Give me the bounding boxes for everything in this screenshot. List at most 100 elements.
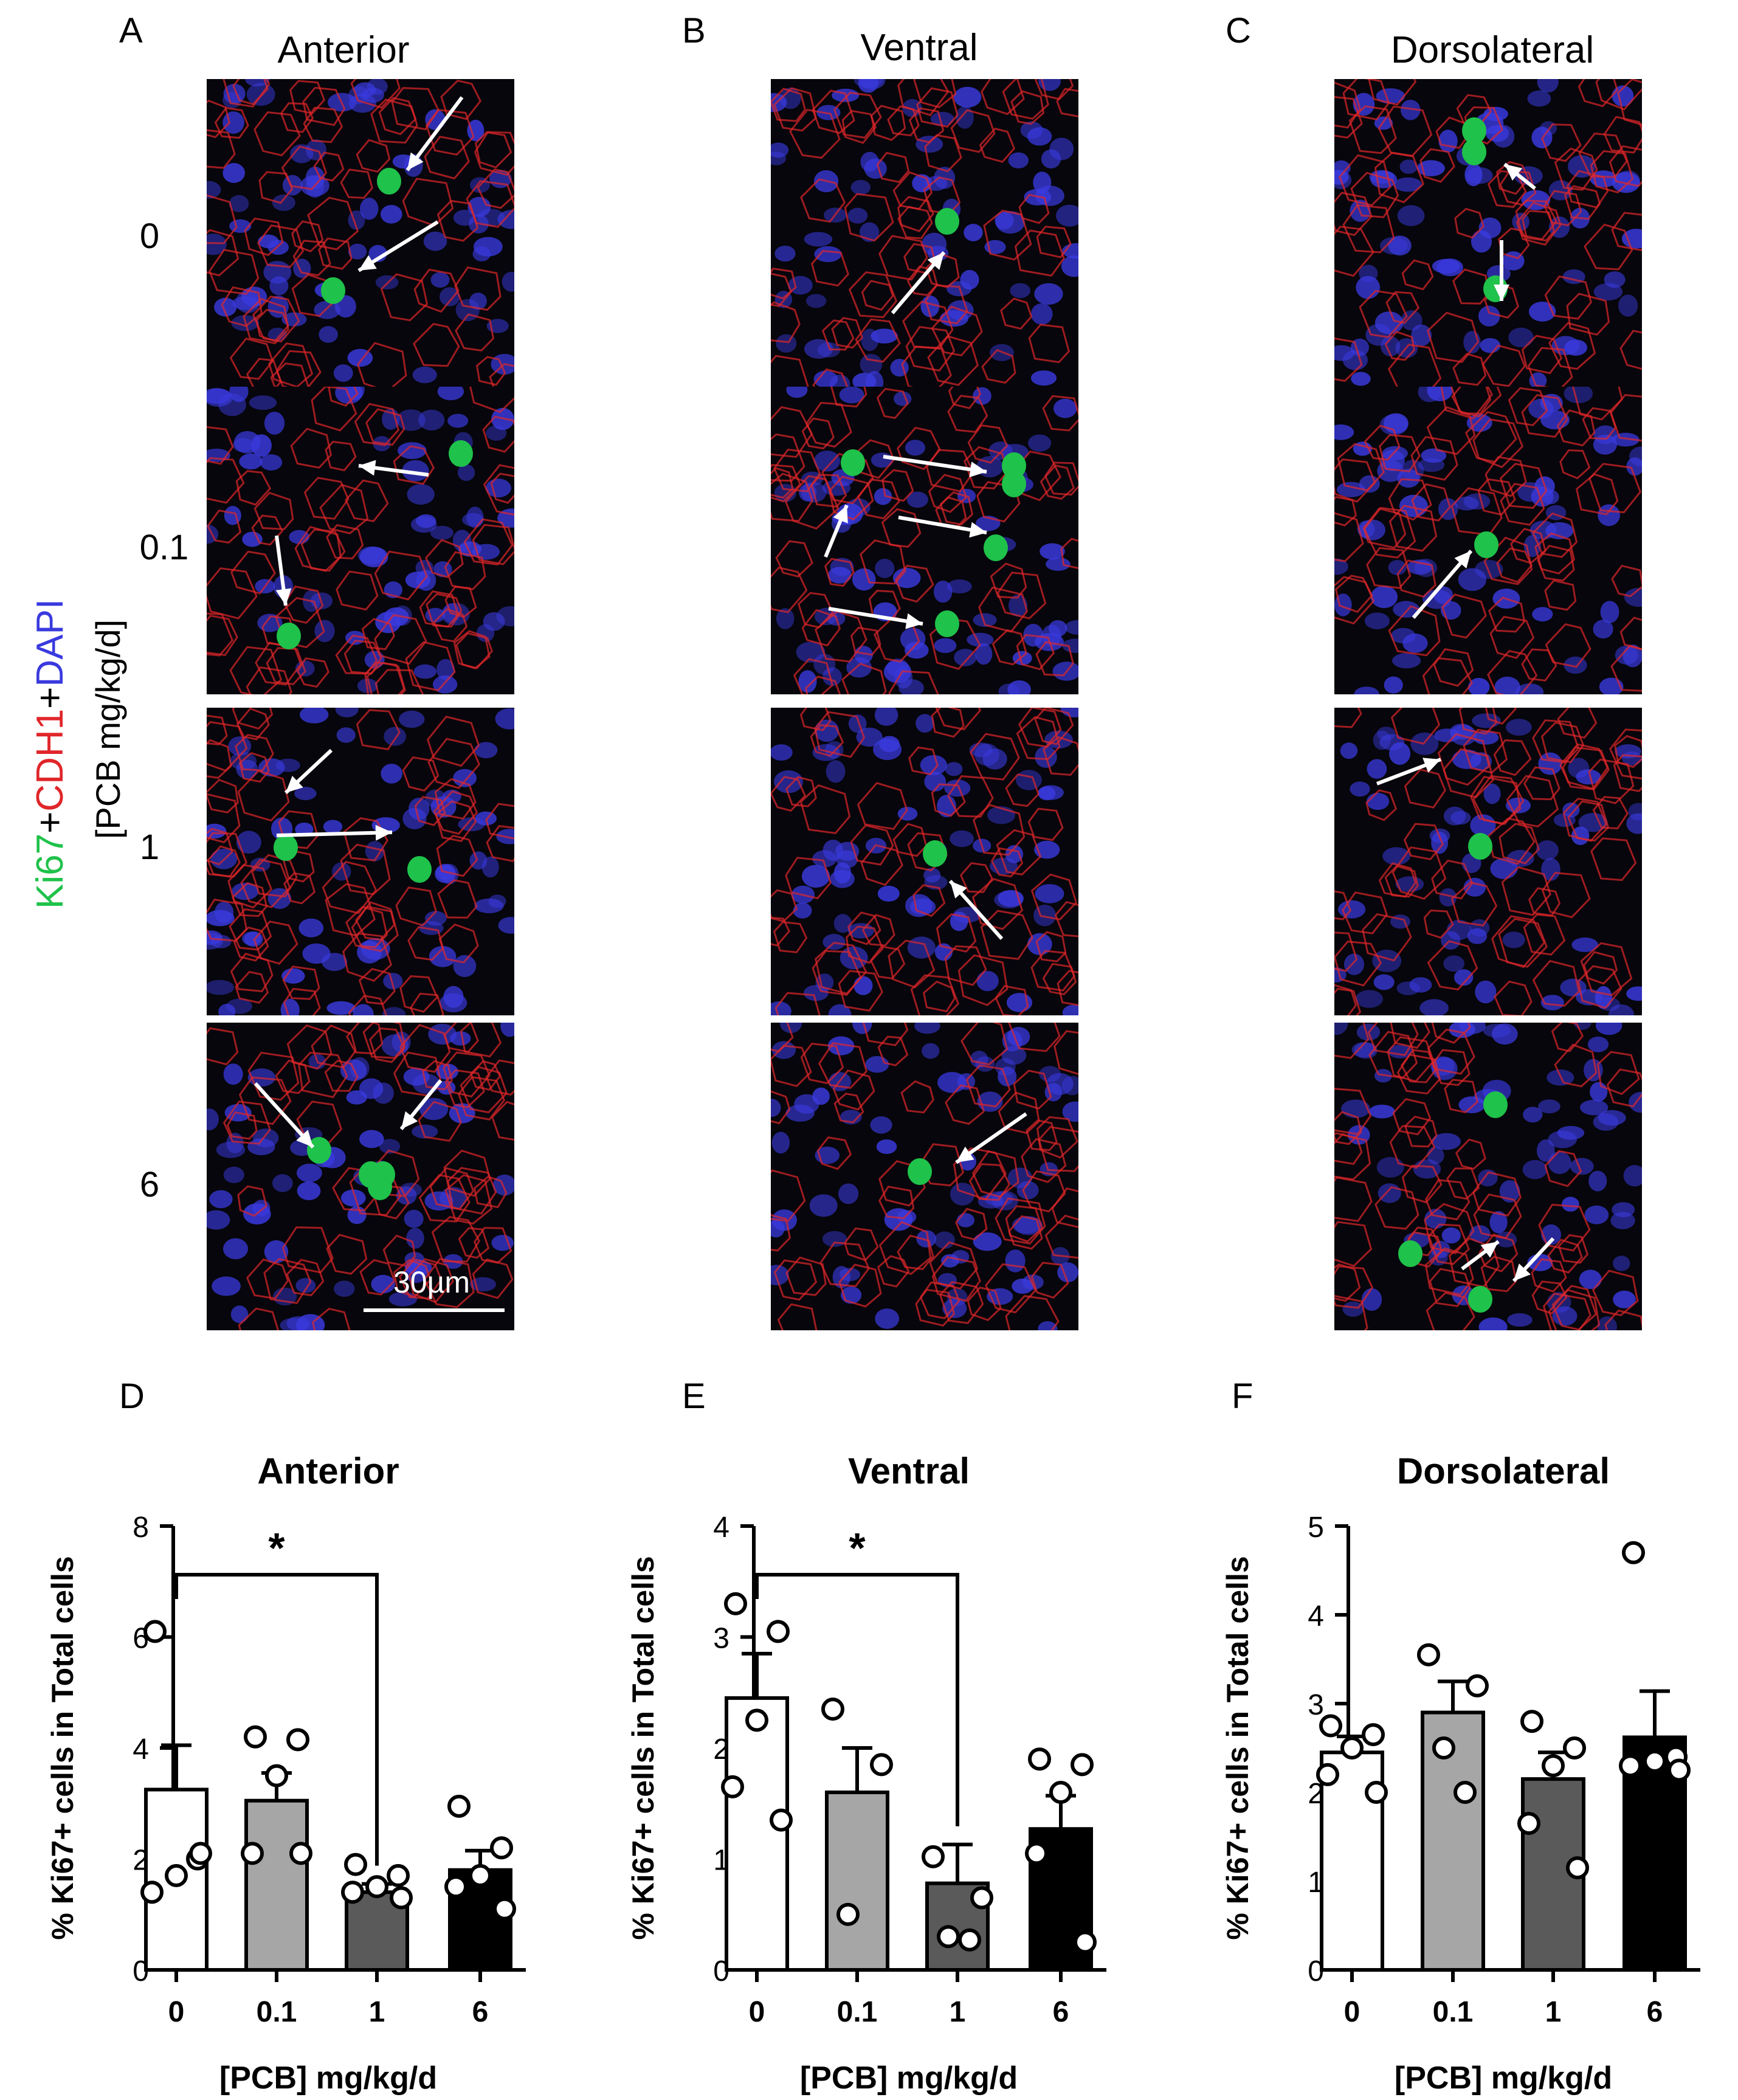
dapi-nucleus <box>435 865 456 883</box>
cdh1-membrane <box>1592 796 1629 830</box>
cdh1-membrane <box>844 1227 879 1262</box>
cdh1-membrane <box>1426 1291 1475 1330</box>
dapi-nucleus <box>379 1139 401 1154</box>
dapi-nucleus <box>779 1023 802 1034</box>
cdh1-membrane <box>221 286 263 327</box>
cdh1-membrane <box>1562 798 1607 842</box>
y-tick-label: 4 <box>133 1733 149 1766</box>
cdh1-membrane <box>1477 478 1516 516</box>
cdh1-membrane <box>244 217 284 257</box>
dapi-nucleus <box>497 210 514 229</box>
cdh1-membrane <box>1044 1214 1078 1259</box>
x-axis-label: [PCB] mg/kg/d <box>800 2060 1018 2096</box>
x-axis-label: [PCB] mg/kg/d <box>219 2060 437 2096</box>
cdh1-membrane <box>855 318 901 363</box>
dapi-nucleus <box>491 1235 514 1251</box>
cdh1-membrane <box>1008 1023 1061 1052</box>
cdh1-membrane <box>207 129 236 169</box>
cdh1-membrane <box>959 862 993 893</box>
dose-label-0-1: 0.1 <box>139 528 189 567</box>
cdh1-membrane <box>232 882 268 917</box>
cdh1-membrane <box>1016 634 1055 671</box>
cdh1-membrane <box>773 1259 818 1301</box>
cdh1-membrane <box>1389 1125 1436 1169</box>
cdh1-membrane <box>1523 913 1566 956</box>
dapi-nucleus <box>870 1116 892 1134</box>
dapi-nucleus <box>207 233 227 255</box>
cdh1-membrane <box>436 834 478 877</box>
dapi-nucleus <box>399 710 425 728</box>
dapi-nucleus <box>905 440 926 456</box>
dapi-nucleus <box>853 79 883 88</box>
cdh1-membrane <box>246 1258 289 1300</box>
cdh1-membrane <box>325 440 357 472</box>
dapi-nucleus <box>381 205 402 224</box>
dapi-nucleus <box>297 1181 321 1200</box>
dapi-nucleus <box>771 744 793 761</box>
significance-bracket <box>174 1573 379 1866</box>
dapi-nucleus <box>814 451 841 472</box>
cdh1-membrane <box>237 770 290 822</box>
data-point <box>724 1592 747 1615</box>
cdh1-membrane <box>1000 297 1033 330</box>
arrow-head <box>956 1146 974 1162</box>
data-point <box>770 1808 793 1832</box>
cdh1-membrane <box>947 395 988 433</box>
cdh1-membrane <box>1611 564 1642 598</box>
cdh1-membrane <box>1506 775 1559 827</box>
dapi-nucleus <box>1354 686 1379 694</box>
cdh1-membrane <box>1521 334 1563 375</box>
dapi-nucleus <box>294 787 317 801</box>
data-point <box>1417 1643 1440 1667</box>
cdh1-membrane <box>1516 201 1562 246</box>
dapi-nucleus <box>1441 1227 1461 1244</box>
dapi-nucleus <box>383 973 403 990</box>
dapi-nucleus <box>796 641 826 663</box>
cdh1-membrane <box>345 1023 384 1055</box>
cdh1-membrane <box>1450 881 1498 927</box>
cdh1-membrane <box>1498 823 1540 865</box>
dapi-nucleus <box>1030 370 1057 386</box>
cdh1-membrane <box>229 646 283 694</box>
dapi-nucleus <box>1467 928 1488 944</box>
dapi-nucleus <box>1334 170 1352 190</box>
dapi-nucleus <box>419 921 444 935</box>
cdh1-membrane <box>789 108 841 159</box>
column-title-dorsolateral: Dorsolateral <box>1390 29 1595 71</box>
dapi-nucleus <box>1064 620 1078 635</box>
cdh1-membrane <box>281 145 328 190</box>
cdh1-membrane <box>1557 708 1598 739</box>
cdh1-membrane <box>473 1175 508 1209</box>
cdh1-membrane <box>419 590 459 628</box>
cdh1-membrane <box>947 775 994 818</box>
arrow-head <box>401 1111 418 1129</box>
cdh1-membrane <box>1472 775 1525 825</box>
cdh1-membrane <box>969 733 1020 781</box>
cdh1-membrane <box>1334 931 1358 972</box>
arrow-head <box>296 1130 313 1147</box>
dapi-nucleus <box>1552 1306 1578 1326</box>
cdh1-membrane <box>1411 483 1451 522</box>
cdh1-membrane <box>812 950 862 996</box>
cdh1-membrane <box>236 708 270 741</box>
cdh1-membrane <box>1443 748 1494 798</box>
cdh1-membrane <box>1342 204 1395 254</box>
cdh1-membrane <box>319 483 369 534</box>
dapi-nucleus <box>1365 612 1390 630</box>
dapi-nucleus <box>1469 1225 1491 1243</box>
dapi-nucleus <box>1396 981 1420 995</box>
ki67-positive-nucleus <box>1474 531 1498 558</box>
micrograph-ventral-dose-1 <box>771 708 1078 1015</box>
cdh1-membrane <box>1572 387 1623 421</box>
dapi-nucleus <box>875 1308 900 1329</box>
dapi-nucleus <box>1502 931 1525 948</box>
dapi-nucleus <box>812 1087 830 1105</box>
dapi-nucleus <box>1369 1104 1395 1119</box>
dapi-nucleus <box>771 142 789 158</box>
dapi-nucleus <box>973 1232 1002 1251</box>
cdh1-membrane <box>238 1076 292 1125</box>
cdh1-membrane <box>418 1174 471 1223</box>
cdh1-membrane <box>998 1091 1040 1135</box>
cdh1-membrane <box>1501 866 1551 916</box>
cdh1-membrane <box>1610 394 1642 442</box>
